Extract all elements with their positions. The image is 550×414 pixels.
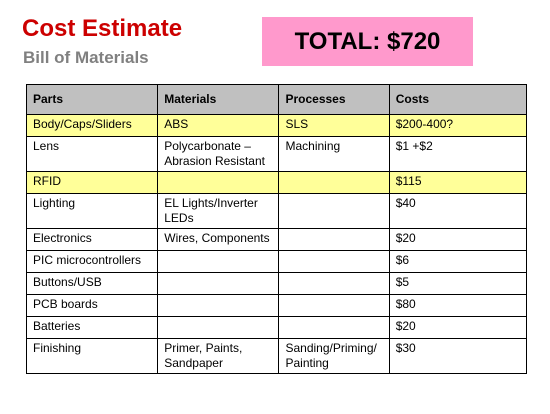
table-row: RFID $115: [25, 171, 528, 194]
cell-part: PCB boards: [25, 294, 159, 317]
cell-part: Electronics: [25, 228, 159, 251]
cell-material: [157, 272, 280, 295]
total-box: TOTAL: $720: [262, 17, 473, 66]
table-row: Batteries $20: [25, 316, 528, 339]
cell-process: [278, 272, 390, 295]
cell-cost: $200-400?: [388, 114, 528, 137]
table-row: Lens Polycarbonate – Abrasion Resistant …: [25, 136, 528, 172]
cell-process: SLS: [278, 114, 390, 137]
cell-material: ABS: [157, 114, 280, 137]
header-materials: Materials: [157, 84, 280, 115]
cell-cost: $80: [388, 294, 528, 317]
table-row: Electronics Wires, Components $20: [25, 228, 528, 251]
cell-cost: $40: [388, 193, 528, 229]
cell-part: Batteries: [25, 316, 159, 339]
cell-part: Body/Caps/Sliders: [25, 114, 159, 137]
cell-material: [157, 316, 280, 339]
cell-process: [278, 171, 390, 194]
cell-cost: $6: [388, 250, 528, 273]
table-row: Body/Caps/Sliders ABS SLS $200-400?: [25, 114, 528, 137]
cell-process: [278, 193, 390, 229]
cell-material: Polycarbonate – Abrasion Resistant: [157, 136, 280, 172]
slide-subtitle: Bill of Materials: [23, 48, 149, 67]
cell-part: Buttons/USB: [25, 272, 159, 295]
cell-material: [157, 294, 280, 317]
cell-material: Primer, Paints, Sandpaper: [157, 338, 280, 374]
cell-part: Lighting: [25, 193, 159, 229]
cell-process: Sanding/Priming/ Painting: [278, 338, 390, 374]
cell-cost: $1 +$2: [388, 136, 528, 172]
cell-material: [157, 171, 280, 194]
bill-of-materials-table: Parts Materials Processes Costs Body/Cap…: [25, 84, 528, 374]
header-costs: Costs: [388, 84, 528, 115]
slide-title: Cost Estimate: [22, 15, 183, 42]
table-row: Lighting EL Lights/Inverter LEDs $40: [25, 193, 528, 229]
cell-process: [278, 228, 390, 251]
cell-process: Machining: [278, 136, 390, 172]
table-row: Finishing Primer, Paints, Sandpaper Sand…: [25, 338, 528, 374]
header-parts: Parts: [25, 84, 159, 115]
cell-cost: $20: [388, 228, 528, 251]
cell-part: Finishing: [25, 338, 159, 374]
cell-process: [278, 294, 390, 317]
cell-material: Wires, Components: [157, 228, 280, 251]
cell-material: EL Lights/Inverter LEDs: [157, 193, 280, 229]
table-row: PCB boards $80: [25, 294, 528, 317]
table-row: Buttons/USB $5: [25, 272, 528, 295]
cell-cost: $5: [388, 272, 528, 295]
header-processes: Processes: [278, 84, 390, 115]
cell-cost: $30: [388, 338, 528, 374]
table-header-row: Parts Materials Processes Costs: [25, 84, 528, 115]
cell-part: PIC microcontrollers: [25, 250, 159, 273]
cell-process: [278, 250, 390, 273]
cell-part: Lens: [25, 136, 159, 172]
total-label: TOTAL: $720: [294, 27, 441, 55]
cell-cost: $115: [388, 171, 528, 194]
cell-material: [157, 250, 280, 273]
cell-part: RFID: [25, 171, 159, 194]
cell-process: [278, 316, 390, 339]
table-row: PIC microcontrollers $6: [25, 250, 528, 273]
cell-cost: $20: [388, 316, 528, 339]
